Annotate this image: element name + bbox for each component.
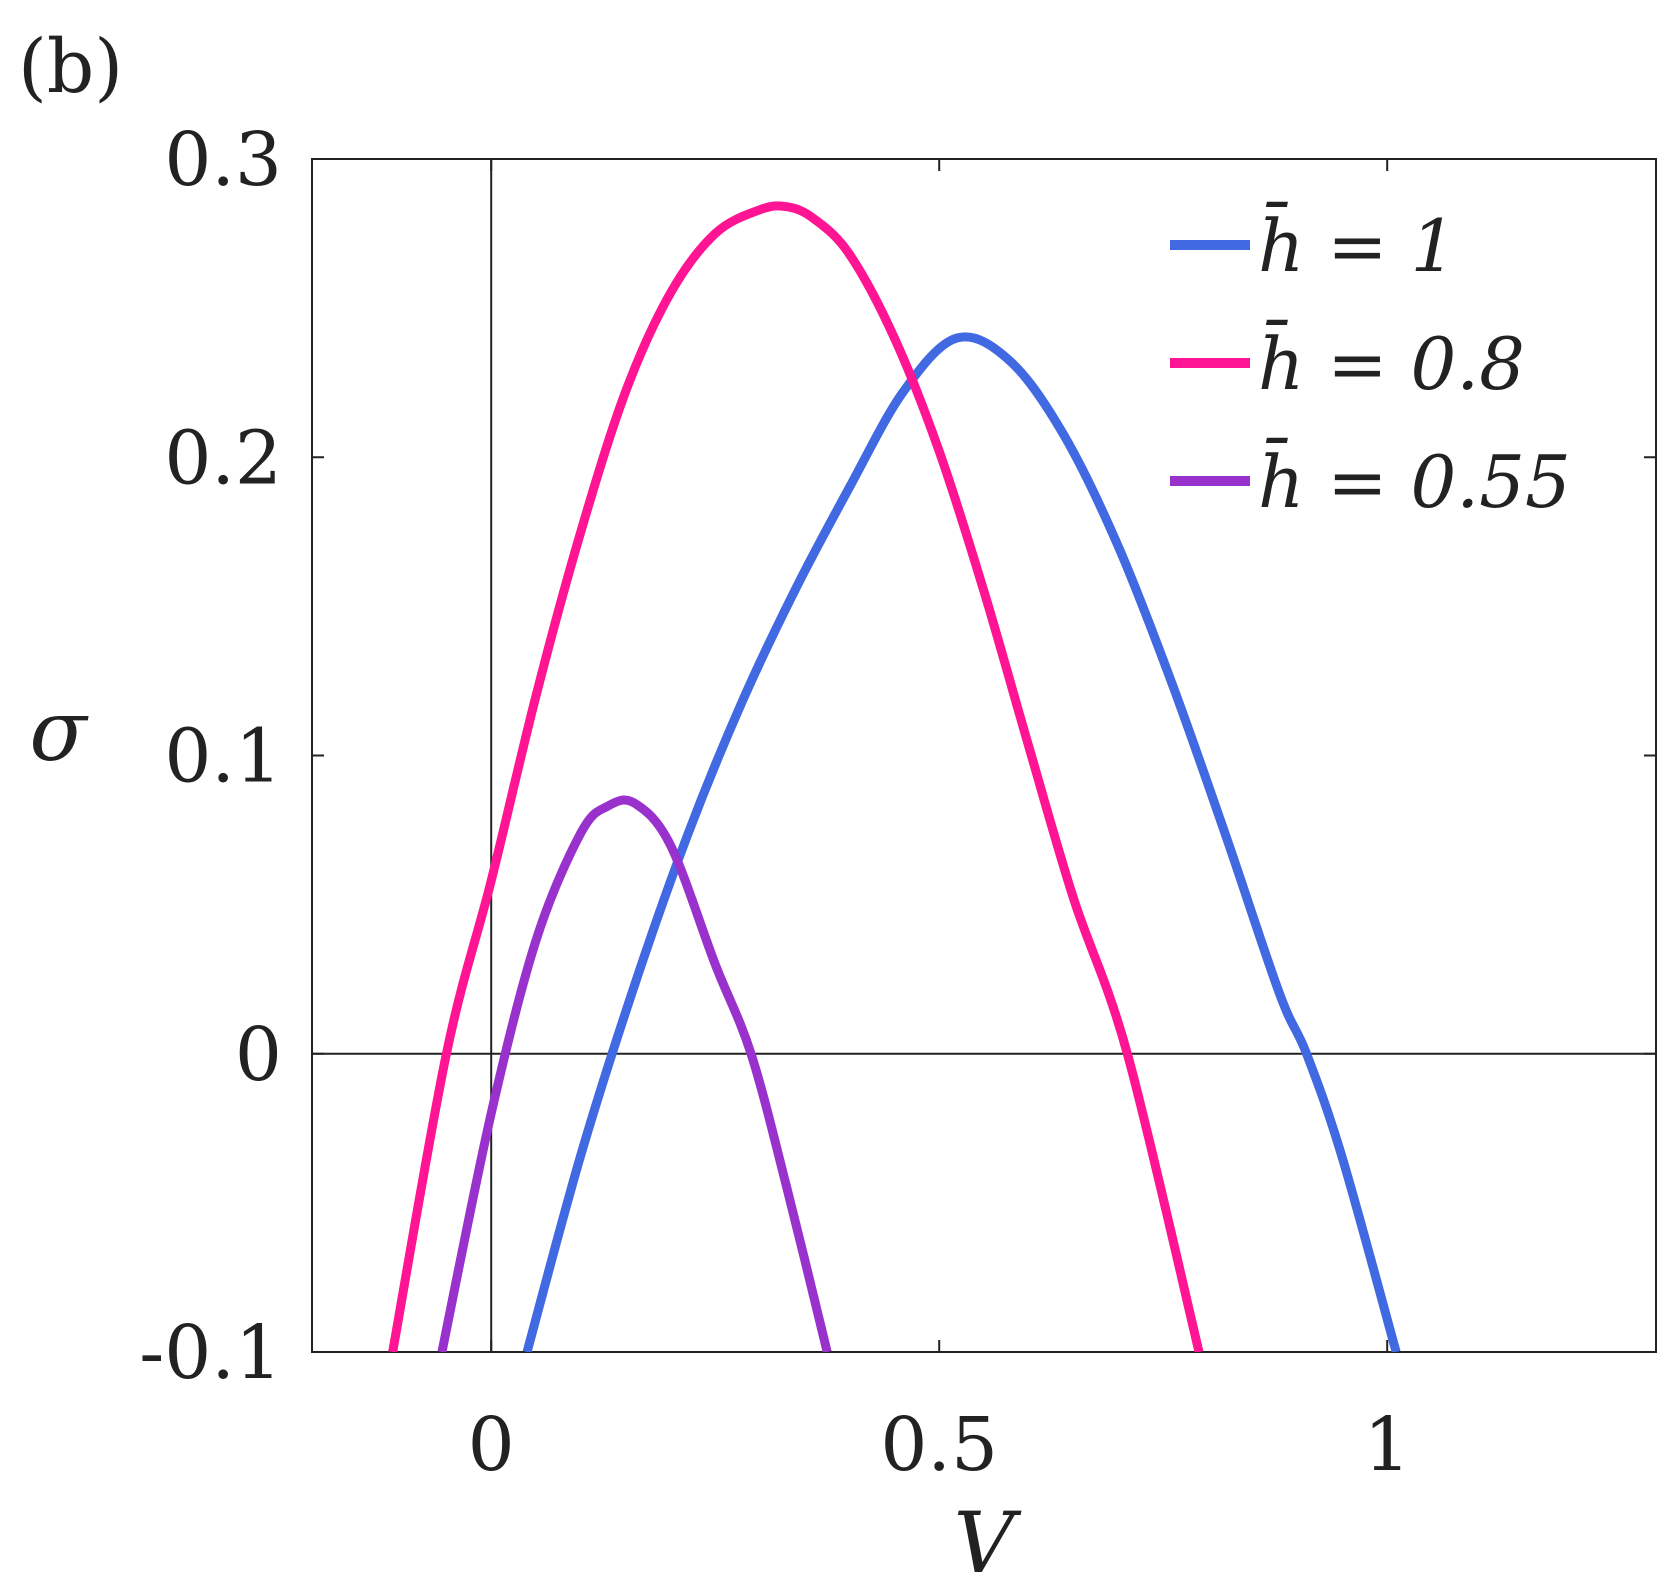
x-tick-label: 0.5	[880, 1402, 998, 1488]
zero-reference-lines	[312, 159, 1656, 1352]
legend-label-3: h̄ = 0.55	[1258, 436, 1571, 524]
x-axis-title: V	[954, 1494, 1022, 1584]
y-tick-label: 0.3	[164, 117, 282, 203]
series-line-2	[388, 201, 1204, 1352]
data-series	[388, 201, 1401, 1352]
x-tick-labels: 0 0.5 1	[468, 1402, 1411, 1488]
legend-label-1: h̄ = 1	[1258, 200, 1456, 288]
y-tick-label: -0.1	[139, 1310, 282, 1396]
y-tick-label: 0.1	[164, 714, 282, 800]
x-tick-label: 1	[1364, 1402, 1411, 1488]
y-tick-label: 0	[235, 1012, 282, 1098]
legend-label-2: h̄ = 0.8	[1258, 318, 1525, 406]
y-axis-title: σ	[29, 682, 89, 780]
series-line-3	[437, 795, 832, 1352]
x-tick-label: 0	[468, 1402, 515, 1488]
legend: h̄ = 1 h̄ = 0.8 h̄ = 0.55	[1170, 200, 1571, 524]
series-line-1	[522, 332, 1401, 1352]
panel-label: (b)	[18, 24, 123, 110]
y-tick-labels: -0.1 0 0.1 0.2 0.3	[139, 117, 282, 1396]
y-tick-label: 0.2	[164, 415, 282, 501]
axis-ticks	[312, 158, 1656, 1353]
